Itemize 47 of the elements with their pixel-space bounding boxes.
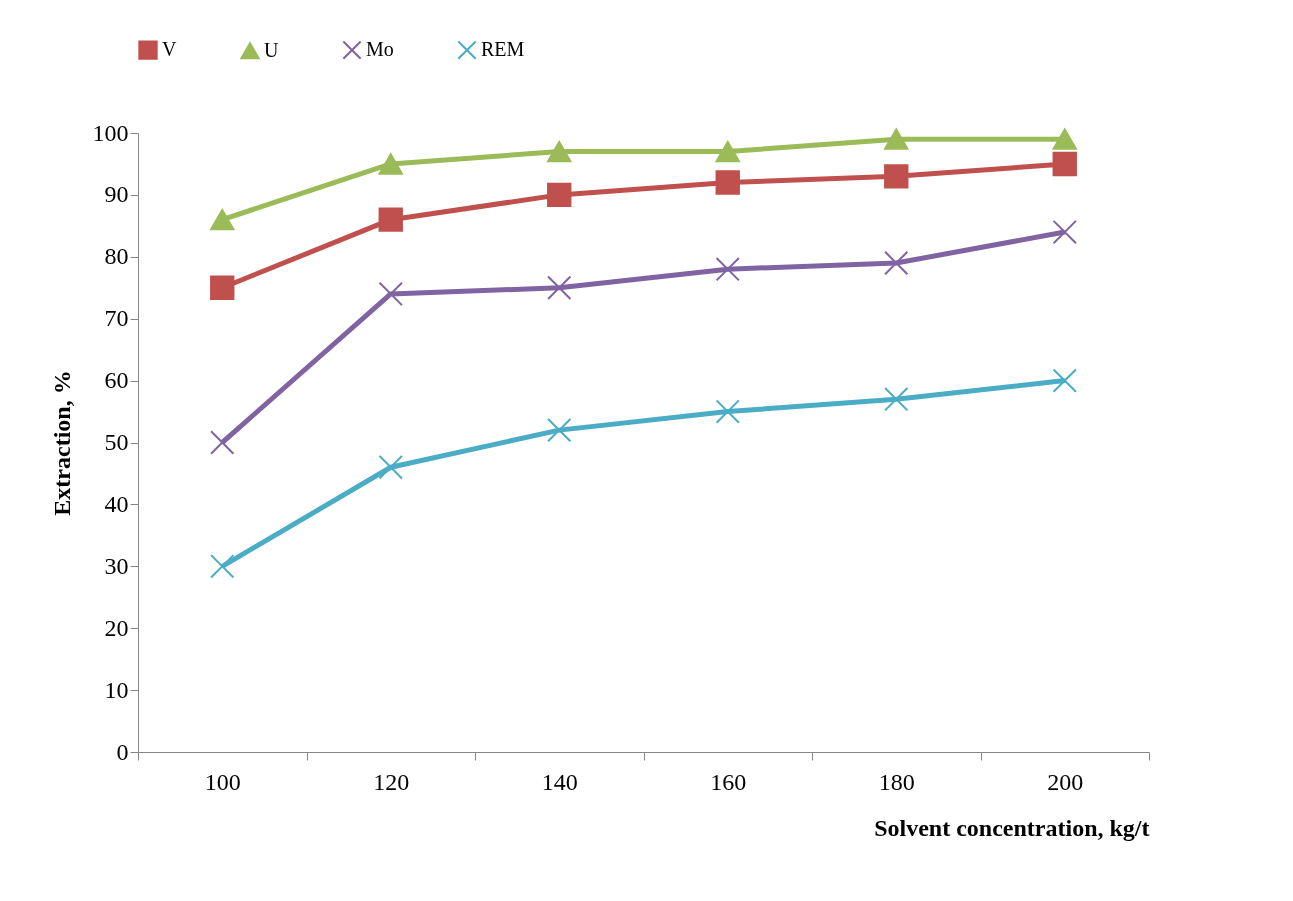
y-tick-label: 30 [104,552,129,579]
point [547,417,572,443]
y-tick-label: 20 [104,614,129,641]
legend-label: REM [481,38,525,61]
point [547,140,572,163]
point [1052,368,1077,393]
point [210,275,235,300]
y-tick-label: 90 [104,181,129,208]
y-tick-label: 40 [104,490,129,517]
y-axis-title: Extraction, % [48,370,75,516]
point [1052,219,1077,245]
point [210,554,235,579]
y-tick-label: 10 [104,676,129,703]
y-tick-label: 70 [104,305,129,332]
point [715,399,740,424]
x-tick-label: 200 [1047,768,1084,795]
y-tick-label: 80 [104,243,129,270]
legend-label: Mo [366,38,394,61]
point [378,455,403,480]
y-tick-label: 60 [104,367,129,394]
point [547,182,572,208]
point [378,207,403,232]
point [378,153,403,175]
y-tick-label: 0 [116,738,129,765]
point [1052,128,1077,150]
legend-label: U [264,38,279,61]
point [715,257,740,282]
point [1052,151,1077,177]
point [884,250,909,276]
y-tick-label: 100 [92,119,129,146]
point [210,208,235,231]
point [715,170,740,195]
x-tick-label: 140 [541,768,578,795]
x-tick-label: 180 [878,768,915,795]
legend-label: V [162,38,177,61]
point [715,140,740,163]
x-tick-label: 160 [710,768,747,795]
point [210,430,235,455]
point [884,128,909,150]
x-axis-title: Solvent concentration, kg/t [874,814,1150,841]
x-tick-label: 120 [373,768,410,795]
y-tick-label: 50 [104,429,129,455]
x-tick-label: 100 [204,768,241,795]
point [378,281,403,307]
point [547,275,572,300]
point [884,164,909,189]
point [884,386,909,412]
